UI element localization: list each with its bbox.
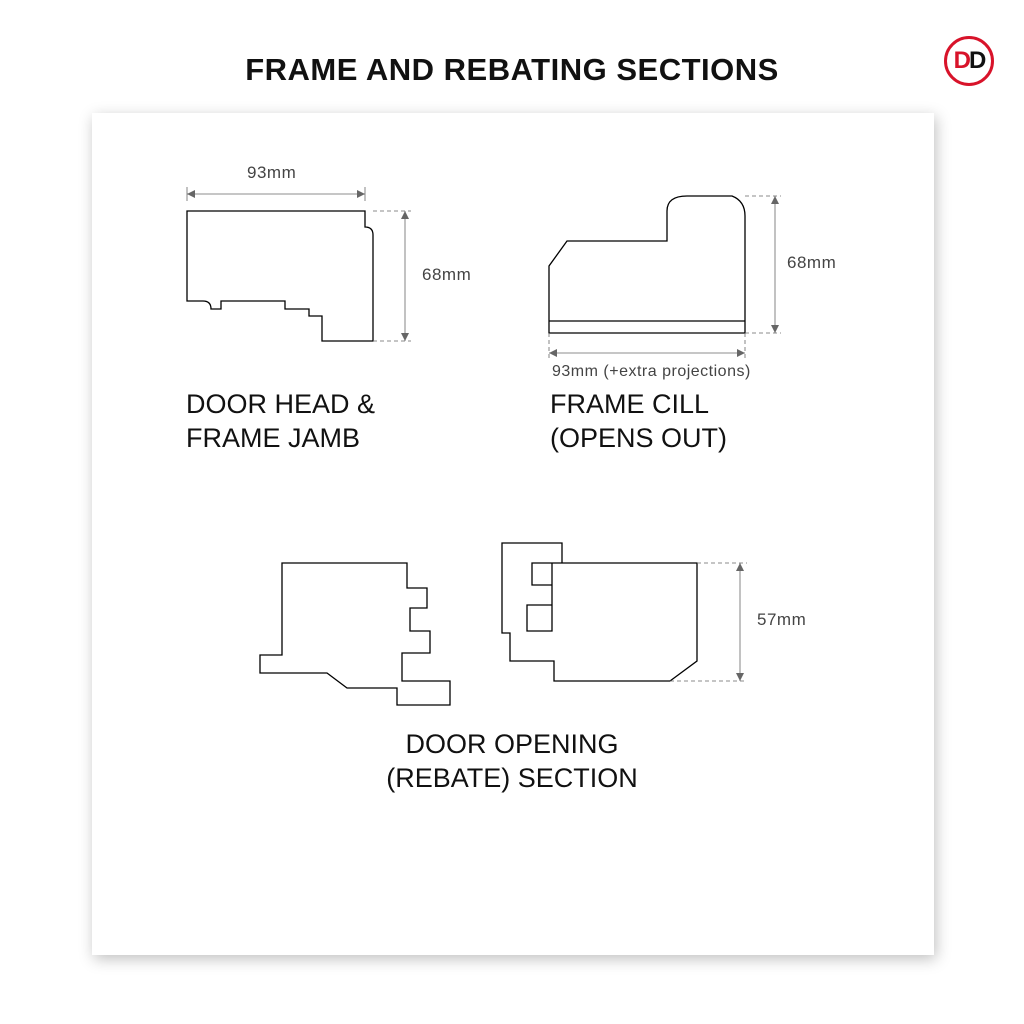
diagram-card: 93mm 68mm DOOR HEAD & FRAME JAMB 68mm 9 bbox=[92, 113, 934, 955]
rebate-profile bbox=[252, 533, 812, 743]
head-jamb-height-label: 68mm bbox=[422, 265, 471, 285]
rebate-label: DOOR OPENING (REBATE) SECTION bbox=[372, 728, 652, 796]
head-jamb-label-line2: FRAME JAMB bbox=[186, 423, 360, 453]
page-title: FRAME AND REBATING SECTIONS bbox=[0, 52, 1024, 88]
rebate-label-line2: (REBATE) SECTION bbox=[386, 763, 638, 793]
head-jamb-label: DOOR HEAD & FRAME JAMB bbox=[186, 388, 375, 456]
cill-label: FRAME CILL (OPENS OUT) bbox=[550, 388, 727, 456]
cill-label-line2: (OPENS OUT) bbox=[550, 423, 727, 453]
rebate-label-line1: DOOR OPENING bbox=[405, 729, 618, 759]
brand-logo-icon: DD bbox=[944, 36, 994, 86]
head-jamb-width-label: 93mm bbox=[247, 163, 296, 183]
cill-label-line1: FRAME CILL bbox=[550, 389, 709, 419]
head-jamb-label-line1: DOOR HEAD & bbox=[186, 389, 375, 419]
logo-letter-2: D bbox=[969, 47, 984, 75]
cill-width-label: 93mm (+extra projections) bbox=[552, 363, 751, 381]
cill-height-label: 68mm bbox=[787, 253, 836, 273]
rebate-height-label: 57mm bbox=[757, 610, 806, 630]
head-jamb-profile bbox=[177, 181, 437, 381]
logo-letter-1: D bbox=[954, 47, 969, 75]
cill-profile bbox=[537, 171, 837, 391]
